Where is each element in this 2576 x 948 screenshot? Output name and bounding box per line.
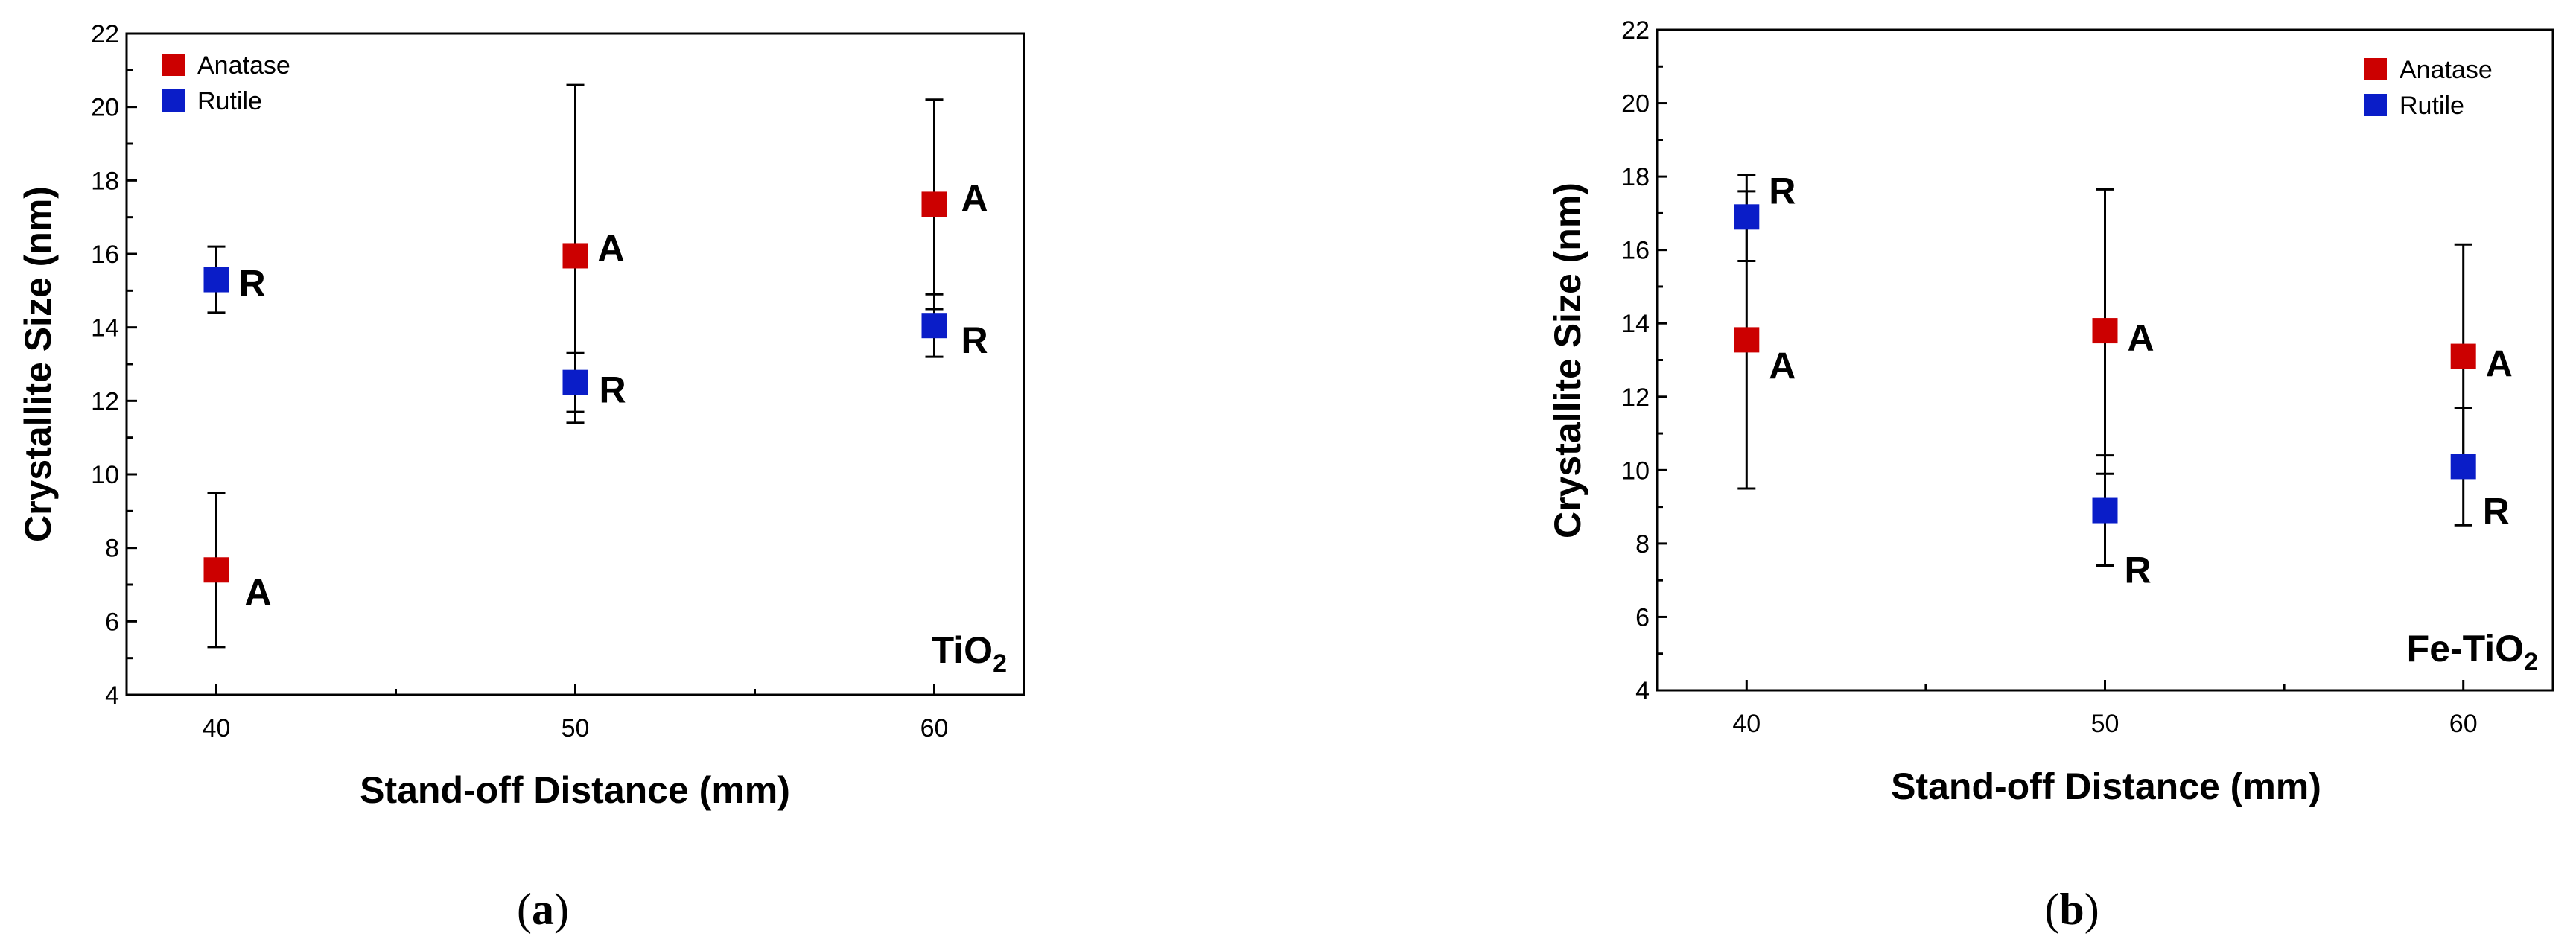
marker-anatase [2092, 318, 2118, 344]
point-labels: A A A R R R [1769, 170, 2513, 591]
y-tick-label: 12 [91, 387, 119, 416]
y-tick-label: 4 [105, 681, 119, 710]
point-labels: A A A R R R [239, 177, 988, 613]
marker-rutile [562, 369, 588, 395]
marker-rutile [2092, 497, 2118, 524]
y-tick-label: 4 [1635, 677, 1650, 705]
point-label-rutile: R [239, 263, 266, 305]
y-axis-title: Crystallite Size (nm) [1547, 182, 1588, 538]
x-tick-label: 50 [2091, 710, 2119, 738]
point-label-anatase: A [2486, 343, 2513, 385]
x-axis: 40 50 60 [1732, 680, 2478, 738]
x-tick-label: 40 [203, 714, 231, 742]
y-tick-label: 18 [91, 167, 119, 195]
marker-anatase [921, 191, 947, 217]
panel-caption: (b) [2044, 885, 2099, 934]
x-axis: 40 50 60 [203, 684, 949, 742]
y-axis-title: Crystallite Size (nm) [17, 186, 59, 542]
point-label-anatase: A [2128, 317, 2154, 359]
point-label-rutile: R [2125, 550, 2152, 591]
legend-label-rutile: Rutile [2400, 92, 2464, 120]
x-tick-label: 60 [920, 714, 949, 742]
x-tick-label: 40 [1732, 710, 1761, 738]
point-label-anatase: A [1769, 345, 1796, 386]
point-label-anatase: A [961, 177, 988, 219]
y-tick-label: 6 [1635, 603, 1650, 632]
error-bars [207, 83, 944, 649]
y-tick-label: 10 [1621, 456, 1650, 485]
y-tick-label: 16 [1621, 237, 1650, 265]
legend-swatch-anatase [2364, 58, 2387, 80]
caption-close-paren: ) [2084, 885, 2099, 934]
material-label-subscript: 2 [993, 649, 1007, 678]
legend-swatch-rutile [162, 89, 185, 112]
caption-letter: b [2059, 885, 2084, 934]
point-label-rutile: R [2483, 490, 2510, 532]
caption-letter: a [532, 885, 554, 934]
marker-anatase [562, 243, 588, 269]
y-tick-label: 14 [1621, 310, 1650, 338]
caption-open-paren: ( [517, 885, 532, 934]
y-tick-label: 14 [91, 314, 119, 343]
y-tick-label: 18 [1621, 163, 1650, 191]
material-label: Fe-TiO2 [2407, 628, 2538, 676]
caption-close-paren: ) [554, 885, 569, 934]
y-tick-label: 8 [105, 535, 119, 563]
y-tick-label: 10 [91, 461, 119, 489]
marker-anatase [2450, 343, 2476, 369]
panel-a: 4 6 8 10 12 14 16 18 20 22 40 50 60 A A A R R R Crystall… [17, 20, 1025, 934]
x-tick-label: 50 [562, 714, 590, 742]
y-tick-label: 20 [1621, 90, 1650, 118]
legend-label-rutile: Rutile [197, 87, 262, 115]
legend-label-anatase: Anatase [197, 51, 290, 80]
y-tick-label: 6 [105, 608, 119, 636]
y-tick-label: 20 [91, 94, 119, 122]
point-label-rutile: R [1769, 170, 1796, 211]
x-axis-title: Stand-off Distance (mm) [1891, 766, 2321, 807]
y-axis: 4 6 8 10 12 14 16 18 20 22 [1621, 16, 1667, 705]
material-label: TiO2 [932, 629, 1007, 678]
material-label-subscript: 2 [2524, 648, 2538, 676]
marker-rutile [1734, 204, 1760, 230]
y-axis: 4 6 8 10 12 14 16 18 20 22 [91, 20, 137, 710]
point-label-anatase: A [245, 571, 272, 613]
marker-rutile [921, 313, 947, 339]
data-markers [1734, 204, 2476, 524]
panel-caption: (a) [517, 885, 569, 934]
point-label-rutile: R [961, 319, 988, 361]
material-label-main: TiO [932, 629, 993, 671]
legend: Anatase Rutile [2364, 56, 2493, 120]
x-axis-title: Stand-off Distance (mm) [360, 769, 790, 811]
x-tick-label: 60 [2449, 710, 2478, 738]
point-label-anatase: A [598, 227, 625, 269]
caption-open-paren: ( [2044, 885, 2059, 934]
y-tick-label: 12 [1621, 384, 1650, 412]
material-label-main: Fe-TiO [2407, 628, 2524, 669]
marker-rutile [2450, 454, 2476, 480]
legend-label-anatase: Anatase [2400, 56, 2493, 84]
y-tick-label: 22 [1621, 16, 1650, 45]
y-tick-label: 16 [91, 241, 119, 269]
legend-swatch-anatase [162, 54, 185, 76]
marker-anatase [1734, 327, 1760, 353]
marker-rutile [203, 267, 229, 293]
legend-swatch-rutile [2364, 94, 2387, 116]
panel-b: 4 6 8 10 12 14 16 18 20 22 40 50 60 A A A R R R Crystall… [1547, 16, 2554, 934]
data-markers [203, 191, 947, 583]
y-tick-label: 22 [91, 20, 119, 48]
marker-anatase [203, 557, 229, 583]
point-label-rutile: R [600, 369, 626, 411]
legend: Anatase Rutile [162, 51, 290, 115]
y-tick-label: 8 [1635, 530, 1650, 559]
